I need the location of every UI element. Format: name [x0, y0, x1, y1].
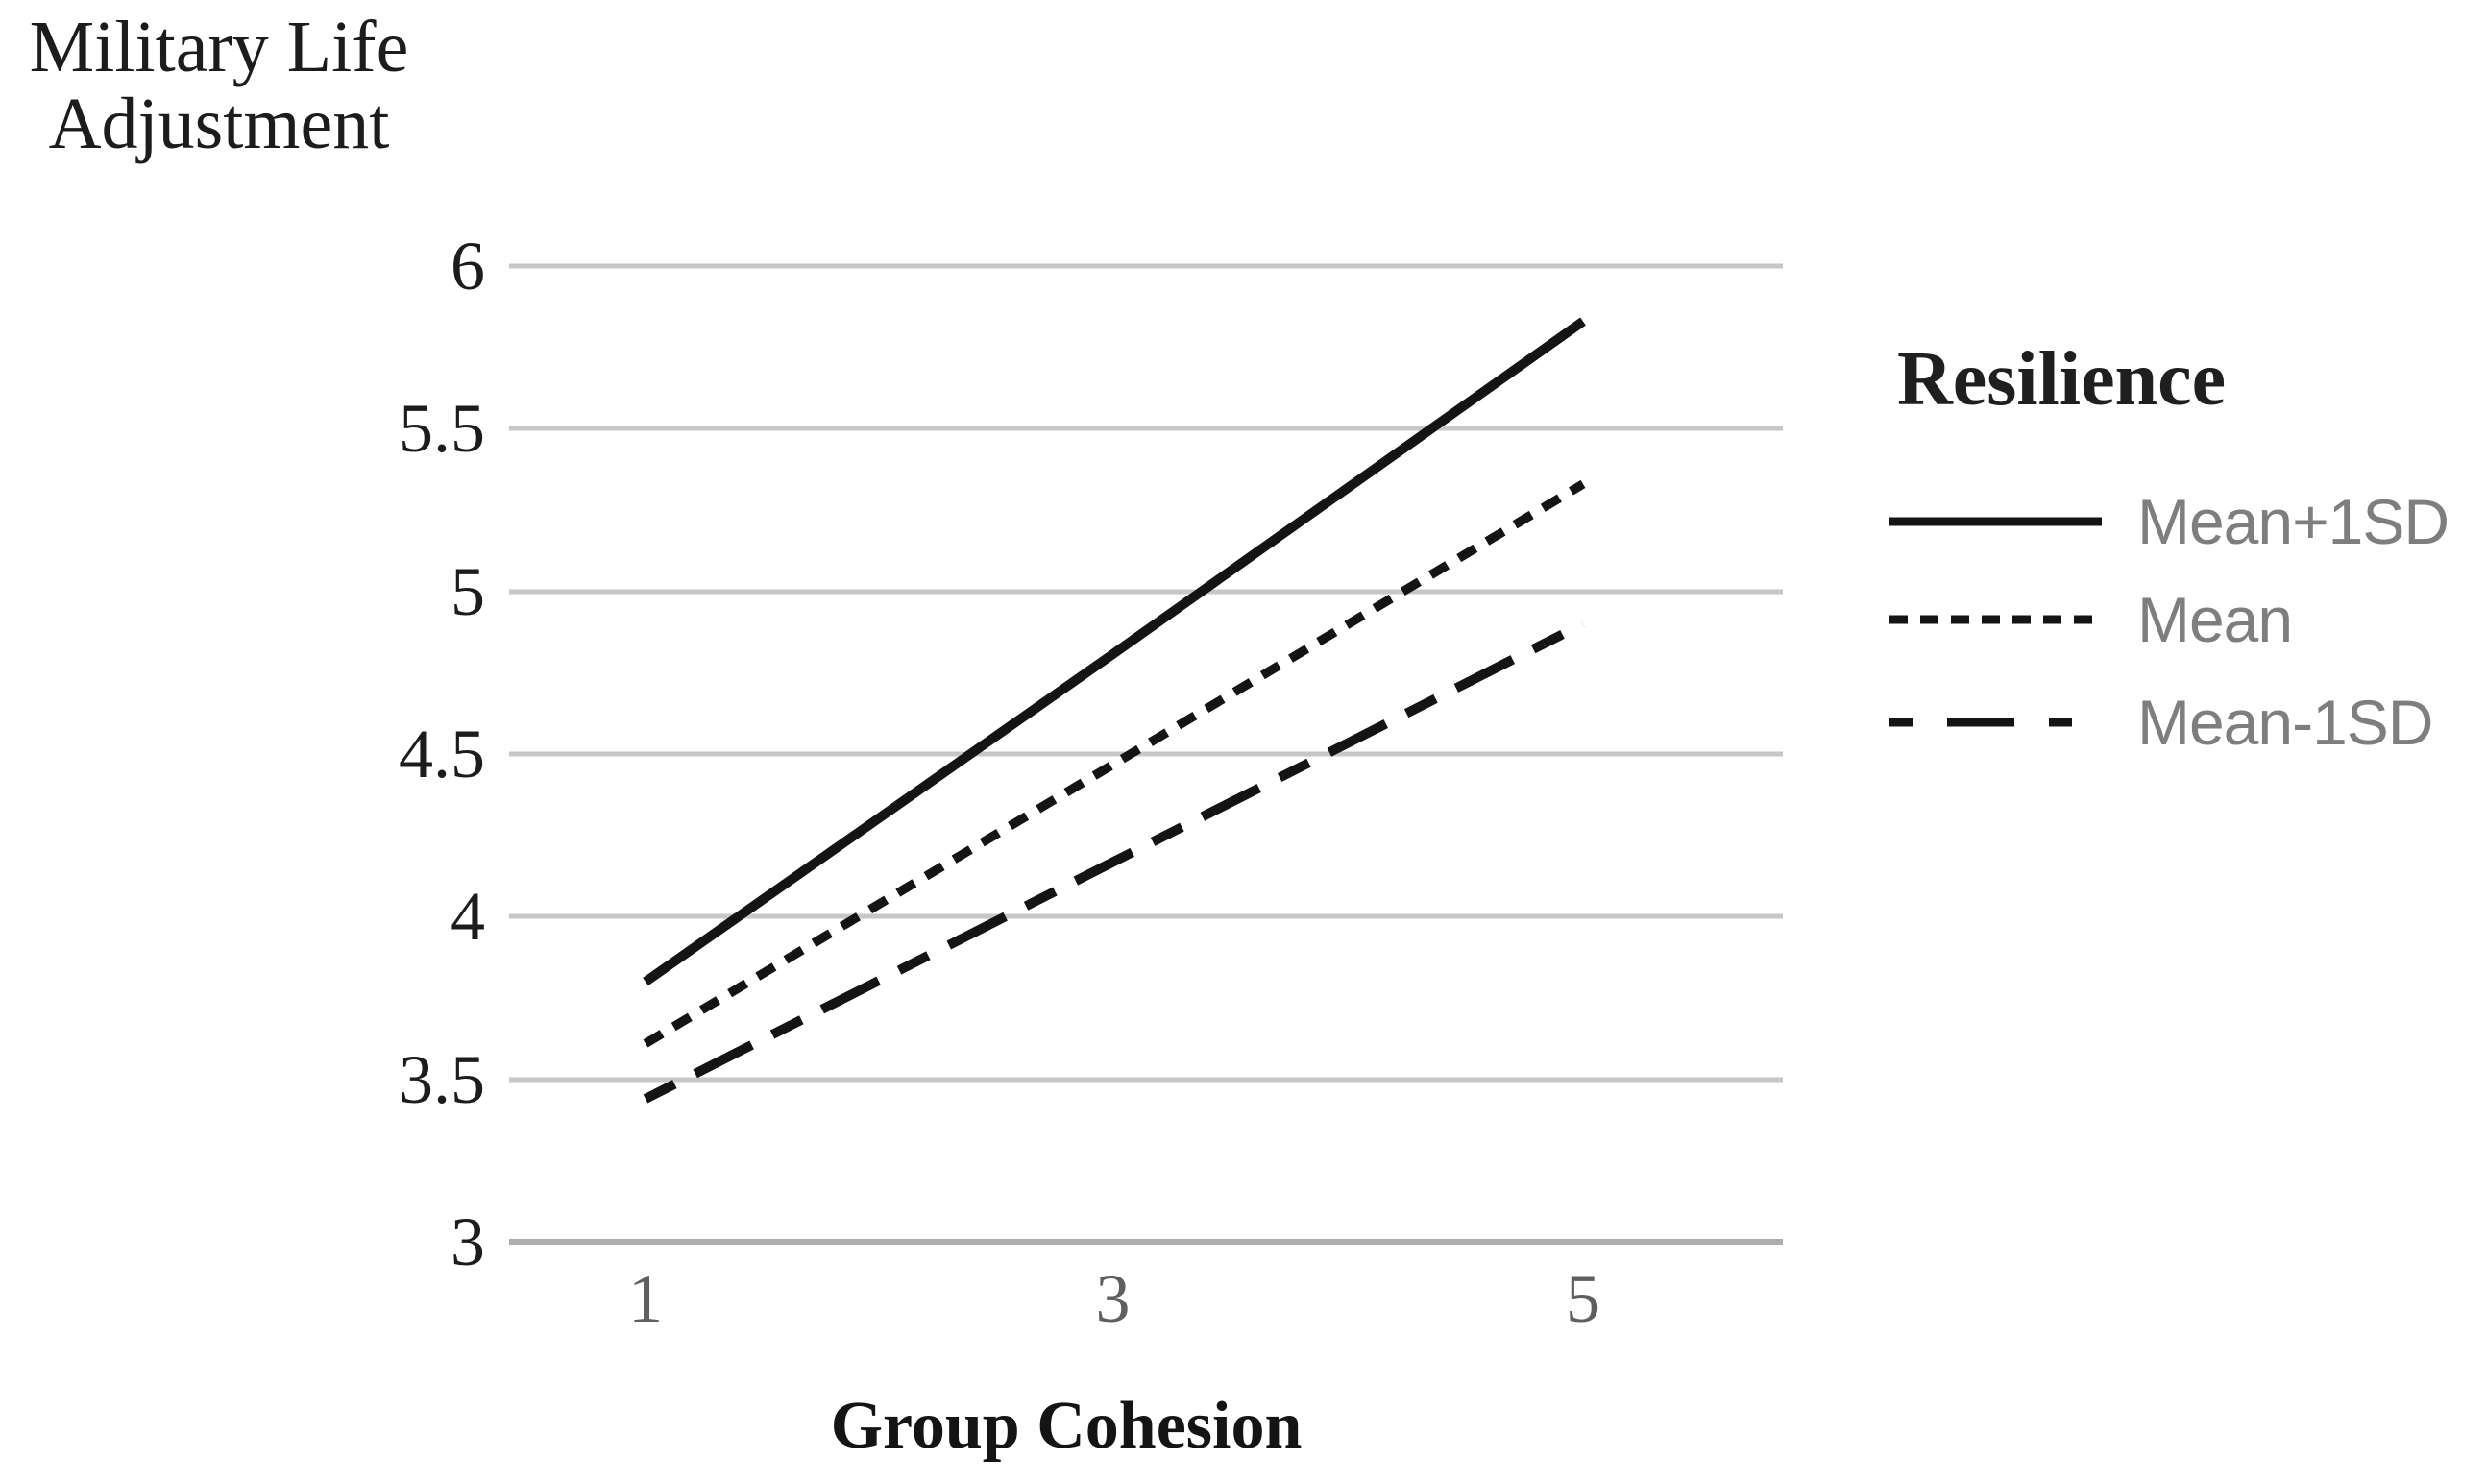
line-mean-plus-1sd [643, 317, 1586, 986]
y-axis-title-line2: Adjustment [48, 83, 390, 164]
gridline-5-5 [509, 426, 1783, 431]
x-tick-5: 5 [1565, 1260, 1600, 1337]
gridline-4 [509, 913, 1783, 919]
y-tick-5: 5 [451, 552, 485, 630]
plot-area [509, 263, 1783, 1245]
y-axis-title: Military Life Adjustment [8, 7, 430, 164]
legend-label: Mean+1SD [2137, 486, 2449, 557]
x-axis-tick-labels: 1 3 5 [509, 1264, 1783, 1341]
legend-swatch-long-dash-line [1889, 718, 2102, 727]
y-tick-4: 4 [451, 878, 485, 956]
legend-swatch-dashed-line [1889, 615, 2102, 624]
gridline-4-5 [509, 751, 1783, 757]
line-mean [643, 479, 1586, 1048]
y-tick-6: 6 [451, 228, 485, 304]
x-tick-3: 3 [1095, 1260, 1131, 1337]
legend-swatch-solid-line [1889, 517, 2102, 526]
x-axis-baseline [509, 1239, 1783, 1245]
line-mean-minus-1sd [643, 620, 1586, 1104]
legend-title: Resilience [1897, 337, 2227, 422]
y-tick-5-5: 5.5 [399, 390, 485, 468]
y-axis-tick-labels: 6 5.5 5 4.5 4 3.5 3 [0, 231, 485, 1277]
y-tick-3-5: 3.5 [399, 1040, 485, 1118]
x-axis-title: Group Cohesion [830, 1389, 1303, 1463]
y-tick-4-5: 4.5 [399, 716, 485, 792]
x-tick-1: 1 [628, 1260, 663, 1337]
gridline-6 [509, 263, 1783, 269]
gridline-3-5 [509, 1077, 1783, 1083]
legend-label: Mean-1SD [2137, 687, 2433, 758]
series-plot [643, 317, 1586, 1104]
legend-label: Mean [2137, 584, 2293, 655]
y-tick-3: 3 [451, 1204, 485, 1280]
y-axis-title-line1: Military Life [29, 7, 409, 87]
gridline-5 [509, 589, 1783, 595]
legend: Resilience Mean+1SD Mean Mean-1SD [1883, 341, 2486, 792]
